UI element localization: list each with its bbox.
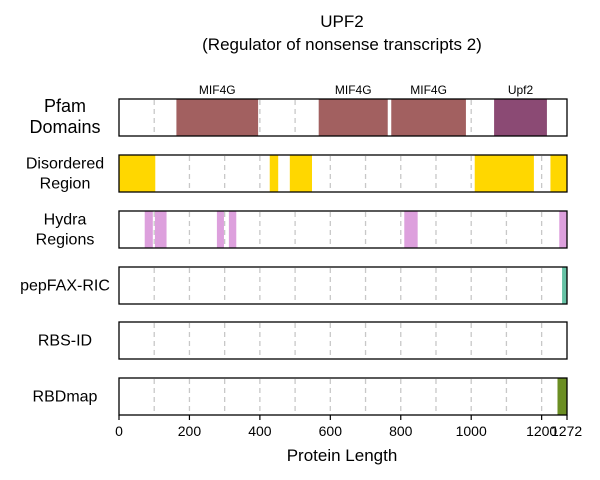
segment-label: MIF4G [335,83,372,97]
segment-bar [289,155,313,192]
segment-bar [144,211,153,248]
segment-bar [404,211,418,248]
track-label: RBDmap [33,389,98,406]
track-frame [118,210,568,249]
track-label: Hydra [44,212,87,229]
segment-bar [119,155,156,192]
segment-bar [216,211,224,248]
x-tick-label: 1000 [456,423,487,439]
segment-bar [494,99,547,136]
track-frame [118,266,568,305]
track-1: Disordered Region [26,154,568,193]
track-label: Domains [29,117,100,137]
track-frame [118,377,568,416]
segment-bar [562,267,567,304]
track-frame [118,98,568,137]
track-frame [118,154,568,193]
x-axis-label: Protein Length [287,446,398,465]
x-tick-label: 1200 [526,423,557,439]
chart-subtitle: (Regulator of nonsense transcripts 2) [202,35,482,54]
chart-title: UPF2 [320,12,363,31]
track-label: Disordered [26,156,104,173]
segment-bar [228,211,237,248]
track-3: pepFAX-RIC [20,266,568,305]
segment-bar [559,211,567,248]
x-tick-label: 1272 [551,423,582,439]
track-5: RBDmap [33,377,568,416]
x-tick-label: 800 [389,423,413,439]
x-tick-label: 200 [178,423,202,439]
track-label: RBS-ID [38,333,92,350]
segment-label: MIF4G [410,83,447,97]
segment-bar [154,211,167,248]
track-label: pepFAX-RIC [20,278,110,295]
segment-bar [557,378,567,415]
track-label: Regions [36,232,95,249]
segment-bar [269,155,279,192]
track-label: Pfam [44,96,86,116]
segment-bar [176,99,259,136]
segment-label: MIF4G [199,83,236,97]
segment-bar [474,155,534,192]
x-tick-label: 0 [115,423,123,439]
track-label: Region [40,176,91,193]
segment-bar [391,99,466,136]
x-tick-label: 600 [319,423,343,439]
track-frame [118,321,568,360]
segment-bar [550,155,567,192]
segment-label: Upf2 [508,83,534,97]
track-4: RBS-ID [38,321,568,360]
track-2: Hydra Regions [36,210,568,249]
x-tick-label: 400 [248,423,272,439]
segment-bar [318,99,388,136]
